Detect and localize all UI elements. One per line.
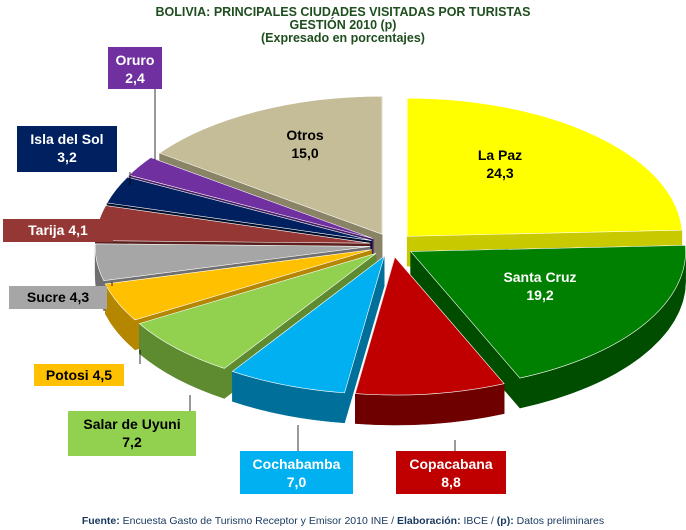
label-salar-de-uyuni: Salar de Uyuni [83, 416, 180, 432]
elaboration-label: Elaboración: [396, 515, 461, 527]
value-la-paz: 24,3 [486, 165, 513, 181]
value-salar-de-uyuni: 7,2 [122, 434, 142, 450]
pie-slice-la-paz [406, 97, 683, 267]
pie-slice-cochabamba [231, 255, 385, 424]
value-copacabana: 8,8 [441, 474, 461, 490]
label-oruro: Oruro [116, 52, 155, 68]
label-tarija: Tarija 4,1 [28, 222, 88, 238]
label-box-isla-del-sol [17, 126, 117, 172]
subtitle-line: GESTIÓN 2010 (p) [289, 18, 397, 32]
label-box-oruro [108, 47, 162, 89]
units-line: (Expresado en porcentajes) [261, 31, 425, 45]
label-la-paz: La Paz [478, 147, 522, 163]
pie-slices [94, 95, 686, 426]
preliminary-text: Datos preliminares [513, 515, 605, 527]
label-copacabana: Copacabana [409, 456, 492, 472]
value-otros: 15,0 [291, 145, 318, 161]
data-labels: La Paz 24,3 Santa Cruz 19,2 Copacabana 8,8 Coc… [3, 47, 577, 494]
value-tarija: 4,1 [68, 222, 88, 238]
label-box-salar-de-uyuni [68, 411, 196, 456]
pie-slice-santa-cruz [410, 245, 686, 409]
label-sucre: Sucre 4,3 [27, 289, 89, 305]
pie-slice-copacabana [354, 256, 505, 426]
chart-title: BOLIVIA: PRINCIPALES CIUDADES VISITADAS … [0, 6, 686, 45]
label-otros: Otros [286, 127, 324, 143]
source-text: Encuesta Gasto de Turismo Receptor y Emi… [119, 515, 397, 527]
elaboration-text: IBCE / [460, 515, 497, 527]
label-box-sucre [9, 286, 107, 309]
value-potosi: 4,5 [93, 367, 113, 383]
label-cochabamba: Cochabamba [253, 456, 341, 472]
value-isla-del-sol: 3,2 [57, 149, 77, 165]
label-box-cochabamba [240, 451, 353, 494]
label-box-tarija [3, 219, 113, 242]
label-potosi: Potosi 4,5 [46, 367, 112, 383]
title-line: BOLIVIA: PRINCIPALES CIUDADES VISITADAS … [155, 5, 531, 19]
preliminary-label: (p): [496, 515, 514, 527]
label-isla-del-sol: Isla del Sol [30, 131, 103, 147]
value-santa-cruz: 19,2 [526, 287, 553, 303]
label-box-copacabana [396, 451, 506, 494]
value-oruro: 2,4 [125, 70, 145, 86]
label-santa-cruz: Santa Cruz [503, 269, 576, 285]
value-cochabamba: 7,0 [287, 474, 307, 490]
label-box-potosi [34, 364, 124, 386]
source-note: Fuente: Encuesta Gasto de Turismo Recept… [0, 515, 686, 527]
source-label: Fuente: [81, 515, 120, 527]
value-sucre: 4,3 [70, 289, 90, 305]
